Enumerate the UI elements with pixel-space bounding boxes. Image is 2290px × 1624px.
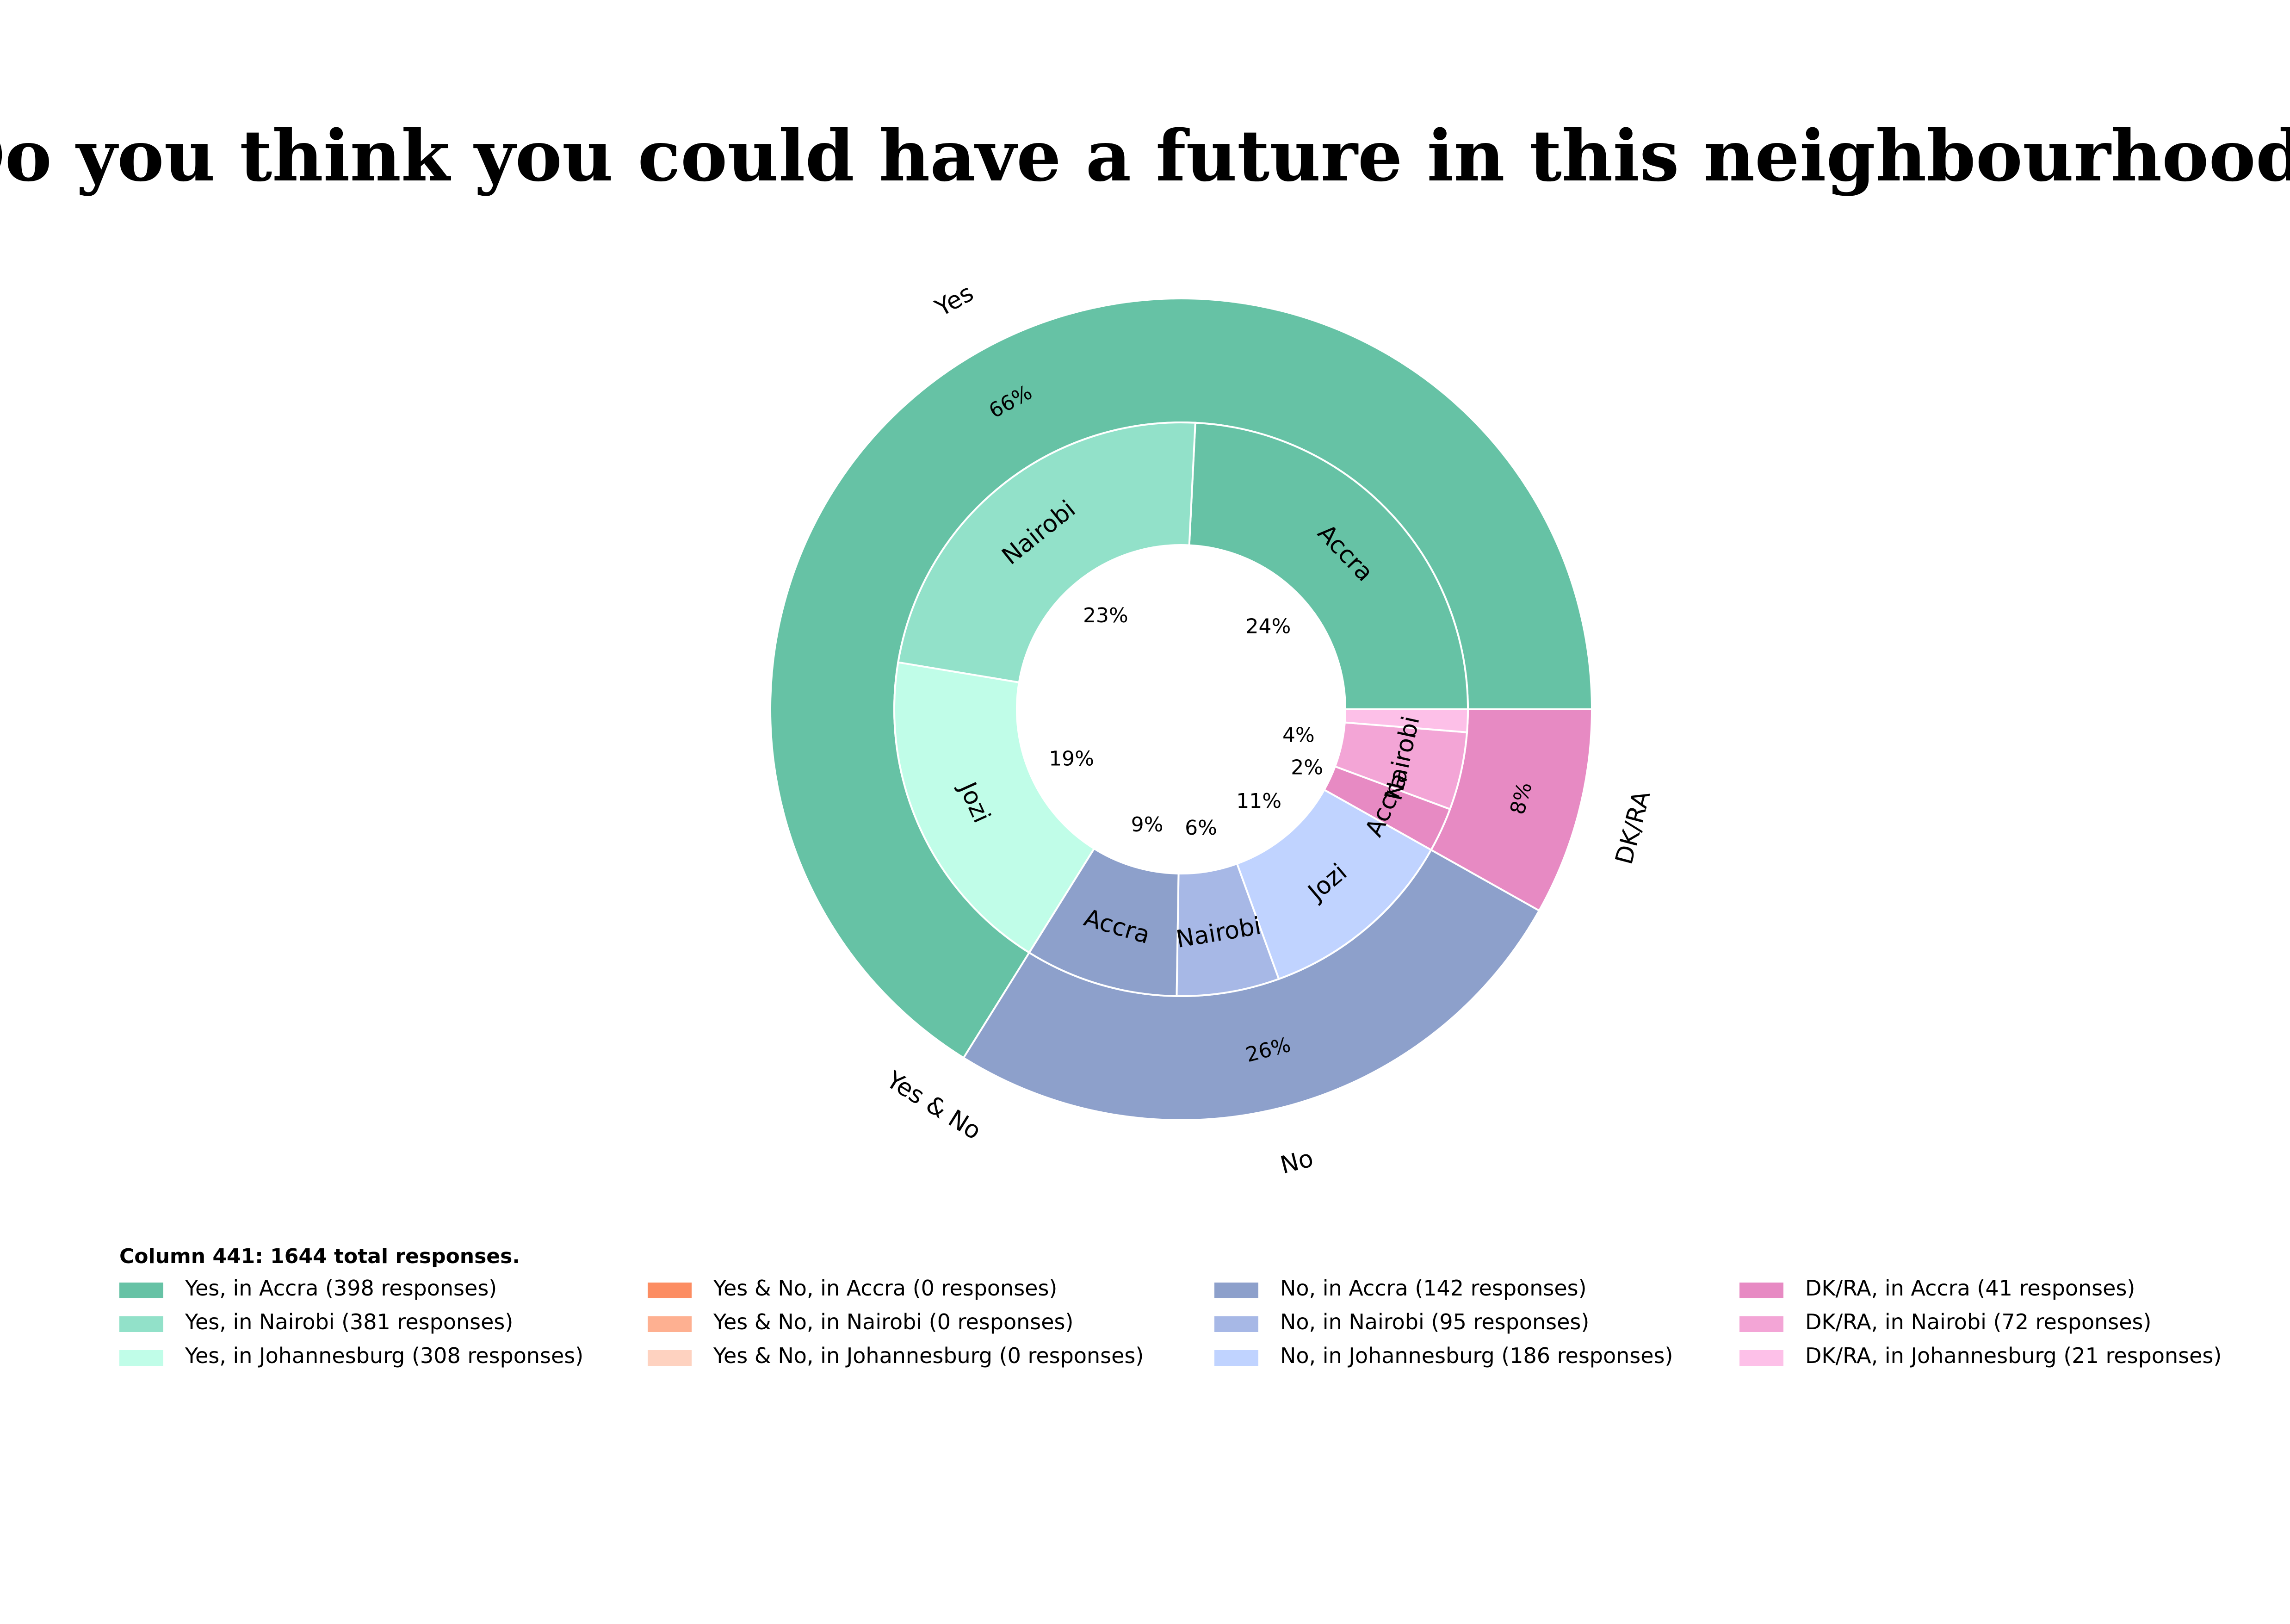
inner-pct-no-nairobi: 6% (1185, 816, 1217, 840)
legend-entry: Yes & No, in Nairobi (0 responses) (713, 1309, 1073, 1334)
legend-entry: Yes, in Johannesburg (308 responses) (185, 1343, 583, 1368)
outer-label-yes-and-no: Yes & No (881, 1066, 986, 1145)
inner-pct-yes-accra: 24% (1245, 614, 1291, 638)
legend-swatch (1214, 1316, 1258, 1332)
outer-label-no: No (1278, 1145, 1316, 1180)
legend-swatch (119, 1316, 163, 1332)
inner-pct-yes-jozi: 19% (1049, 747, 1094, 771)
legend-heading: Column 441: 1644 total responses. (119, 1245, 520, 1268)
legend-swatch (648, 1316, 692, 1332)
legend-entry: DK/RA, in Nairobi (72 responses) (1805, 1309, 2151, 1334)
legend-swatch (119, 1350, 163, 1366)
outer-ring (769, 298, 1593, 1121)
legend-entry: Yes & No, in Accra (0 responses) (713, 1276, 1057, 1301)
inner-wedge-no-jozi (1236, 788, 1433, 980)
legend-swatch (1739, 1350, 1783, 1366)
legend-entry: Yes, in Accra (398 responses) (185, 1276, 497, 1301)
outer-label-dk-ra: DK/RA (1610, 788, 1656, 868)
inner-pct-dk-ra-accra: 2% (1291, 756, 1323, 780)
inner-wedge-yes-accra (1188, 421, 1469, 710)
legend-entry: Yes, in Nairobi (381 responses) (185, 1309, 513, 1334)
inner-pct-yes-nairobi: 23% (1083, 604, 1128, 627)
inner-pct-dk-ra-nairobi: 4% (1282, 724, 1315, 747)
inner-wedge-yes-nairobi (897, 421, 1196, 684)
legend-swatch (648, 1283, 692, 1298)
legend-entry: DK/RA, in Accra (41 responses) (1805, 1276, 2135, 1301)
inner-wedge-dk-ra-11 (1343, 708, 1469, 733)
inner-pct-no-jozi: 11% (1236, 789, 1281, 813)
legend-entry: No, in Johannesburg (186 responses) (1280, 1343, 1673, 1368)
inner-ring (893, 421, 1469, 997)
legend-swatch (1214, 1350, 1258, 1366)
legend: Column 441: 1644 total responses. Yes, i… (119, 1245, 2222, 1368)
legend-swatch (1739, 1316, 1783, 1332)
inner-wedge-yes-jozi (893, 661, 1095, 954)
legend-swatch (1739, 1283, 1783, 1298)
legend-swatch (119, 1283, 163, 1298)
outer-label-yes: Yes (930, 279, 978, 322)
legend-entry: DK/RA, in Johannesburg (21 responses) (1805, 1343, 2222, 1368)
legend-swatch (1214, 1283, 1258, 1298)
legend-entry: Yes & No, in Johannesburg (0 responses) (713, 1343, 1144, 1368)
inner-pct-no-accra: 9% (1131, 813, 1164, 837)
chart-title: "Do you think you could have a future in… (0, 114, 2290, 197)
legend-swatch (648, 1350, 692, 1366)
legend-entry: No, in Nairobi (95 responses) (1280, 1309, 1589, 1334)
legend-entry: No, in Accra (142 responses) (1280, 1276, 1587, 1301)
